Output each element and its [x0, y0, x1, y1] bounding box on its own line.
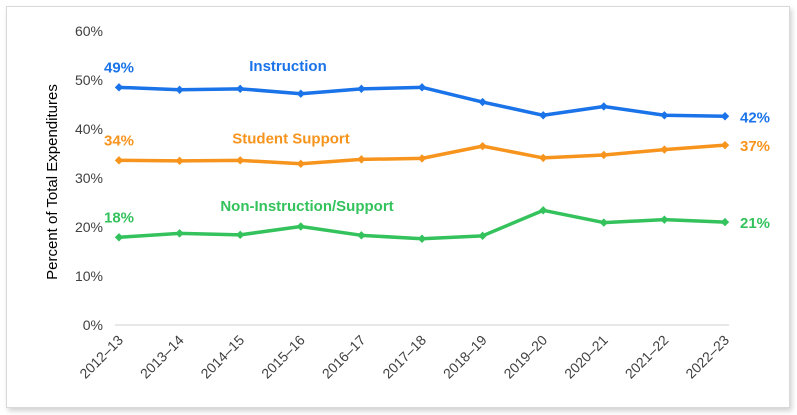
series-1: Student Support 34% 37% [104, 130, 770, 168]
data-point [599, 218, 608, 227]
series-start-label: 18% [104, 209, 134, 226]
series-name-label: Instruction [249, 58, 327, 75]
data-point [357, 231, 366, 240]
x-tick-label: 2018–19 [440, 332, 490, 382]
series-name-label: Student Support [232, 130, 349, 147]
data-point [175, 229, 184, 238]
series-line [117, 208, 727, 241]
x-tick-label: 2019–20 [500, 332, 550, 382]
data-point [417, 83, 427, 92]
y-tick-label: 0% [83, 317, 103, 333]
x-tick-label: 2013–14 [137, 332, 187, 382]
data-point [539, 111, 548, 120]
data-point [539, 153, 548, 163]
y-tick-label: 20% [75, 219, 103, 235]
data-point [478, 141, 487, 151]
data-point [417, 154, 427, 163]
x-tick-label: 2015–16 [258, 332, 308, 382]
x-axis: 2012–13 2013–14 2014–15 2015–16 2016–17 2017–… [76, 324, 732, 382]
data-point [478, 97, 487, 107]
data-point [660, 145, 669, 154]
data-point [720, 140, 730, 150]
x-tick-label: 2020–21 [561, 332, 611, 382]
series-end-label: 21% [740, 215, 770, 232]
series-2: Non-Instruction/Support 18% 21% [104, 198, 770, 243]
data-point [720, 112, 730, 121]
data-point [175, 156, 184, 166]
y-tick-label: 50% [75, 72, 103, 88]
y-tick-label: 10% [75, 268, 103, 284]
series-start-label: 34% [104, 132, 134, 149]
y-axis-label: Percent of Total Expenditures [44, 84, 61, 280]
x-tick-label: 2022–23 [682, 332, 732, 382]
data-point [539, 206, 548, 215]
data-point [660, 111, 669, 120]
x-tick-label: 2017–18 [379, 332, 429, 382]
data-point [296, 222, 305, 231]
data-point [660, 215, 669, 224]
data-point [236, 230, 245, 240]
y-axis: 0% 10% 20% 30% 40% 50% 60% [75, 23, 103, 333]
data-point [114, 233, 124, 242]
data-point [175, 85, 184, 94]
series-name-label: Non-Instruction/Support [220, 198, 393, 215]
series-line [117, 85, 727, 119]
x-tick-label: 2021–22 [622, 332, 672, 382]
x-tick-label: 2016–17 [319, 332, 369, 382]
series-start-label: 49% [104, 59, 134, 76]
series-end-label: 42% [740, 109, 770, 126]
data-point [357, 84, 366, 94]
data-point [236, 84, 245, 94]
data-point [357, 155, 366, 164]
data-point [236, 156, 245, 165]
data-point [114, 156, 124, 165]
data-point [478, 231, 487, 241]
y-tick-label: 30% [75, 170, 103, 186]
y-tick-label: 40% [75, 121, 103, 137]
x-tick-label: 2012–13 [76, 332, 126, 382]
y-tick-label: 60% [75, 23, 103, 39]
data-point [114, 83, 124, 92]
data-point [599, 102, 608, 111]
data-point [417, 234, 427, 243]
data-point [296, 89, 305, 98]
chart-frame: 0% 10% 20% 30% 40% 50% 60% 2012–13 2013–14 2014–… [6, 6, 790, 408]
series-layer: Instruction 49% 42% Student Support 34% 37% No… [104, 58, 770, 243]
series-0: Instruction 49% 42% [104, 58, 770, 126]
x-tick-label: 2014–15 [197, 332, 247, 382]
series-end-label: 37% [740, 138, 770, 155]
line-chart: 0% 10% 20% 30% 40% 50% 60% 2012–13 2013–14 2014–… [44, 23, 770, 382]
data-point [599, 150, 608, 160]
data-point [720, 217, 730, 227]
data-point [296, 159, 305, 168]
